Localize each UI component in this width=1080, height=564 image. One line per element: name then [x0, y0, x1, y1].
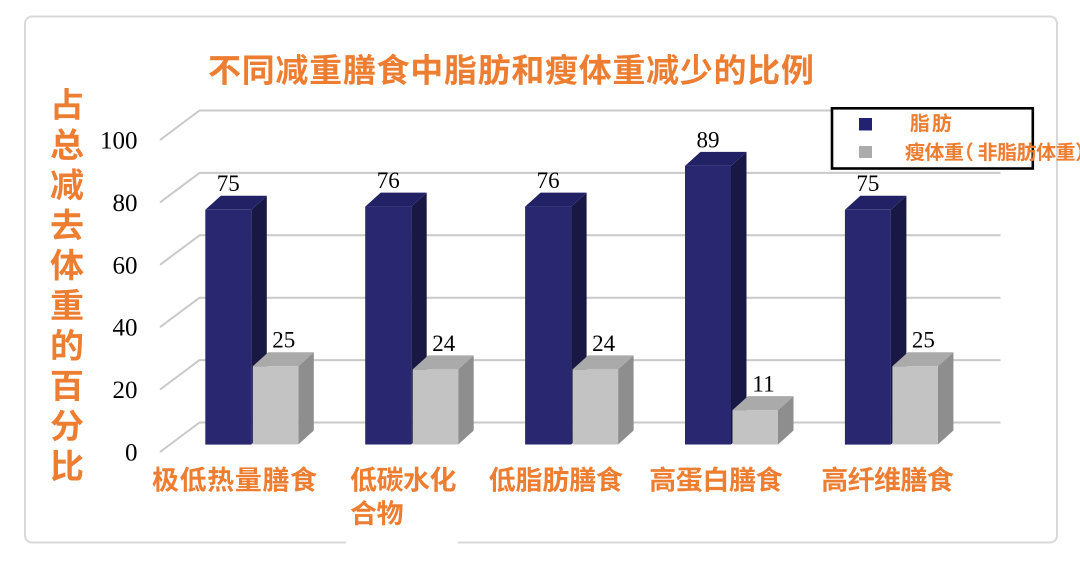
svg-text:25: 25	[272, 328, 295, 353]
svg-text:76: 76	[537, 168, 560, 193]
svg-text:60: 60	[113, 252, 138, 279]
svg-text:40: 40	[113, 315, 138, 342]
svg-text:0: 0	[125, 440, 138, 467]
svg-text:75: 75	[217, 171, 240, 196]
svg-text:24: 24	[592, 331, 616, 356]
svg-text:24: 24	[432, 331, 456, 356]
svg-text:100: 100	[100, 128, 138, 155]
svg-text:75: 75	[856, 171, 879, 196]
svg-text:80: 80	[113, 190, 138, 217]
svg-text:25: 25	[912, 328, 935, 353]
svg-text:20: 20	[113, 377, 138, 404]
svg-text:76: 76	[377, 168, 400, 193]
svg-text:89: 89	[697, 127, 720, 152]
svg-text:11: 11	[752, 372, 774, 397]
